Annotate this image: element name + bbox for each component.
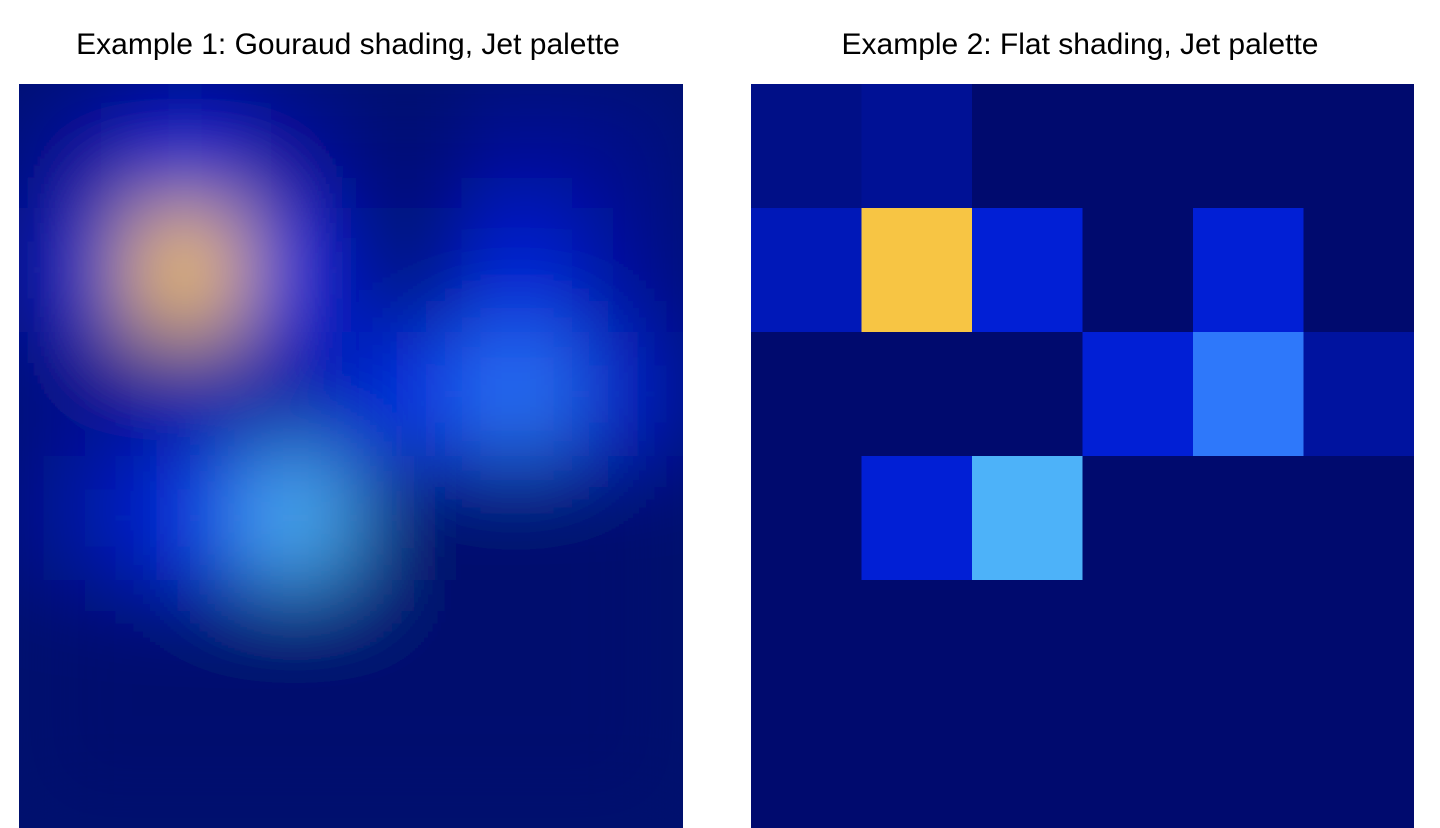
heatmap-cell-r1-c1 <box>861 208 973 333</box>
heatmap-cell-r3-c5 <box>1303 456 1414 581</box>
heatmap-cell-r2-c3 <box>351 332 463 457</box>
heatmap-smooth-layer <box>19 84 683 828</box>
heatmap-cell-r2-c0 <box>19 332 131 457</box>
heatmap-cell-r5-c0 <box>751 704 863 828</box>
heatmap-cell-r3-c2 <box>972 456 1084 581</box>
heatmap-cell-r1-c5 <box>1303 208 1414 333</box>
heatmap-cell-r3-c3 <box>351 456 463 581</box>
heatmap-cell-r4-c3 <box>1082 580 1194 705</box>
heatmap-cell-r2-c3 <box>1082 332 1194 457</box>
heatmap-cell-r1-c5 <box>572 208 683 333</box>
heatmap-cell-r5-c3 <box>1082 704 1194 828</box>
heatmap-cell-r5-c0 <box>19 704 131 828</box>
heatmap-cell-r1-c4 <box>461 208 573 333</box>
heatmap-cell-r0-c3 <box>351 84 463 209</box>
heatmap-cell-r0-c5 <box>572 84 683 209</box>
heatmap-cell-r2-c5 <box>1303 332 1414 457</box>
heatmap-cell-r2-c0 <box>751 332 863 457</box>
heatmap-cell-r1-c2 <box>972 208 1084 333</box>
heatmap-cell-r1-c0 <box>751 208 863 333</box>
heatmap-cell-r4-c2 <box>972 580 1084 705</box>
heatmap-cell-r4-c5 <box>1303 580 1414 705</box>
heatmap-cell-r5-c2 <box>240 704 352 828</box>
heatmap-cell-r5-c1 <box>129 704 241 828</box>
heatmap-cell-r5-c4 <box>461 704 573 828</box>
heatmap-cell-r5-c3 <box>351 704 463 828</box>
heatmap-cell-r5-c4 <box>1193 704 1305 828</box>
heatmap-cell-r0-c4 <box>1193 84 1305 209</box>
heatmap-cell-r4-c3 <box>351 580 463 705</box>
heatmap-cell-r2-c4 <box>1193 332 1305 457</box>
heatmap-cell-r3-c3 <box>1082 456 1194 581</box>
heatmap-cell-r4-c0 <box>751 580 863 705</box>
heatmap-cell-r4-c2 <box>240 580 352 705</box>
heatmap-cell-r2-c5 <box>572 332 683 457</box>
heatmap-cell-r1-c3 <box>1082 208 1194 333</box>
heatmap-cell-r3-c5 <box>572 456 683 581</box>
heatmap-cell-r1-c1 <box>129 208 241 333</box>
heatmap-cell-r5-c5 <box>1303 704 1414 828</box>
heatmap-cell-r1-c0 <box>19 208 131 333</box>
heatmap-cell-r0-c2 <box>240 84 352 209</box>
heatmap-cell-r5-c1 <box>861 704 973 828</box>
heatmap-cell-r0-c1 <box>861 84 973 209</box>
heatmap-cell-r4-c4 <box>1193 580 1305 705</box>
heatmap-cell-r3-c0 <box>751 456 863 581</box>
heatmap-cell-r5-c5 <box>572 704 683 828</box>
heatmap-cell-r1-c2 <box>240 208 352 333</box>
heatmap-gouraud <box>19 84 683 828</box>
heatmap-cell-r3-c4 <box>1193 456 1305 581</box>
heatmap-cell-r1-c3 <box>351 208 463 333</box>
heatmap-cell-r4-c1 <box>861 580 973 705</box>
heatmap-cell-r0-c0 <box>19 84 131 209</box>
plot-area-gouraud <box>19 84 683 828</box>
heatmap-cell-r0-c2 <box>972 84 1084 209</box>
heatmap-flat <box>751 84 1414 828</box>
chart-title-flat: Example 2: Flat shading, Jet palette <box>841 28 1319 61</box>
heatmap-cell-r2-c1 <box>129 332 241 457</box>
heatmap-cell-r1-c4 <box>1193 208 1305 333</box>
heatmap-cell-r4-c1 <box>129 580 241 705</box>
heatmap-cell-r2-c4 <box>461 332 573 457</box>
heatmap-cell-r4-c5 <box>572 580 683 705</box>
heatmap-cell-r0-c4 <box>461 84 573 209</box>
heatmap-cell-r5-c2 <box>972 704 1084 828</box>
heatmap-cell-r3-c2 <box>240 456 352 581</box>
chart-title-gouraud: Example 1: Gouraud shading, Jet palette <box>76 28 620 61</box>
heatmap-cell-r2-c1 <box>861 332 973 457</box>
heatmap-cell-r2-c2 <box>240 332 352 457</box>
heatmap-cell-r3-c0 <box>19 456 131 581</box>
heatmap-cell-r4-c4 <box>461 580 573 705</box>
heatmap-cell-r3-c1 <box>129 456 241 581</box>
heatmap-cell-r3-c4 <box>461 456 573 581</box>
heatmap-cell-r4-c0 <box>19 580 131 705</box>
heatmap-cell-r0-c1 <box>129 84 241 209</box>
plot-area-flat <box>751 84 1414 828</box>
heatmap-cell-r3-c1 <box>861 456 973 581</box>
heatmap-cell-r2-c2 <box>972 332 1084 457</box>
heatmap-cell-r0-c3 <box>1082 84 1194 209</box>
heatmap-cell-r0-c0 <box>751 84 863 209</box>
heatmap-cell-r0-c5 <box>1303 84 1414 209</box>
